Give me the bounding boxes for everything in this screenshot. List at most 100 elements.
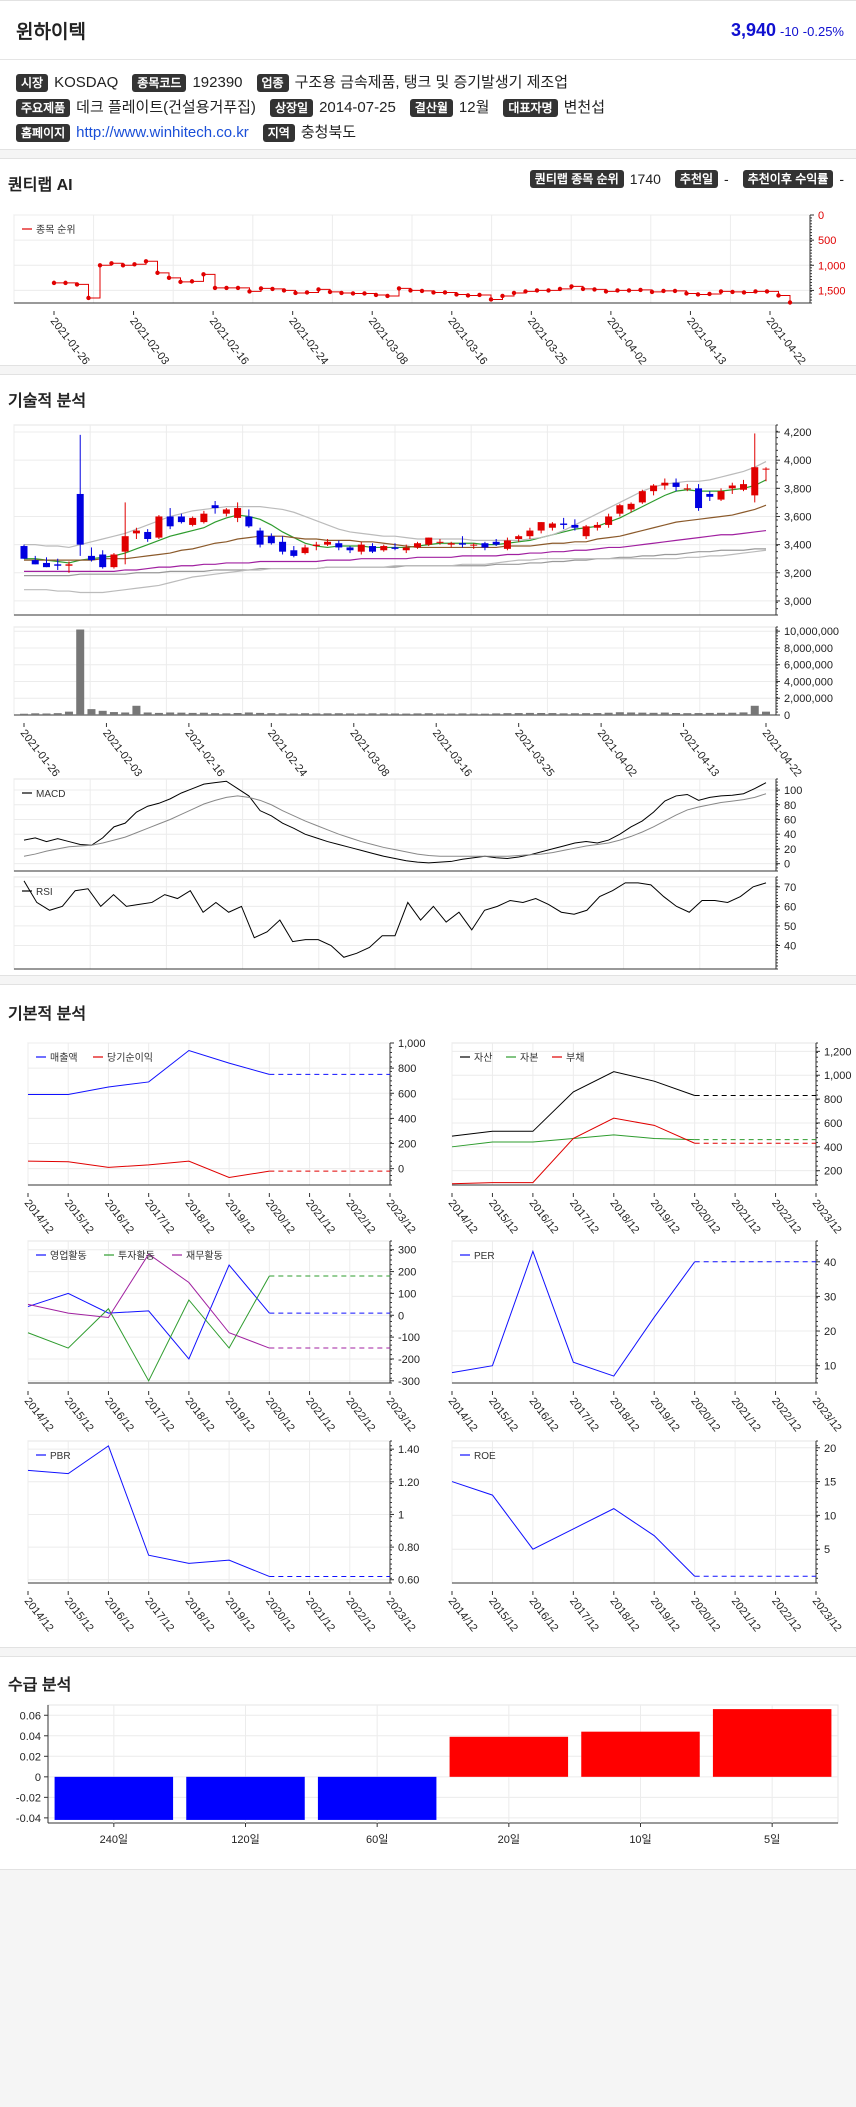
candle-body xyxy=(267,536,275,544)
candle-body xyxy=(256,530,264,545)
x-tick-label: 2019/12 xyxy=(223,1595,257,1634)
stock-price: 3,940 xyxy=(730,19,776,40)
y-tick-label: 200 xyxy=(824,1166,842,1178)
y-tick-label: 400 xyxy=(824,1142,842,1154)
volume-bar xyxy=(20,713,28,715)
volume-bar xyxy=(649,712,658,715)
supply-bar xyxy=(317,1776,437,1820)
x-tick-label: 2017/12 xyxy=(142,1395,176,1434)
rank-point xyxy=(132,262,137,267)
rank-point xyxy=(143,259,149,264)
x-tick-label: 2015/12 xyxy=(62,1595,96,1634)
x-tick-label: 2021-03-08 xyxy=(347,727,391,779)
candle-body xyxy=(312,544,320,547)
x-tick-label: 2015/12 xyxy=(486,1197,520,1236)
rank-point xyxy=(764,289,770,294)
cashflow-series-line xyxy=(27,1264,270,1360)
candle-body xyxy=(65,564,73,566)
rank-point xyxy=(258,286,264,291)
x-tick-label: 2021-02-16 xyxy=(183,727,227,779)
rank-point xyxy=(787,300,793,305)
y-tick-label: -200 xyxy=(398,1354,420,1366)
candle-body xyxy=(413,543,421,548)
rank-point xyxy=(327,289,333,295)
volume-bar xyxy=(705,712,714,715)
legend-label: 재무활동 xyxy=(186,1249,223,1262)
supply-bar xyxy=(581,1731,700,1777)
volume-bar xyxy=(469,713,478,715)
candle-body xyxy=(717,491,725,500)
technical-title: 기술적 분석 xyxy=(8,393,87,410)
x-tick-label: 2022/12 xyxy=(769,1395,803,1434)
candle-body xyxy=(200,513,208,523)
volume-bar xyxy=(143,712,152,715)
y-tick-label: 2,000,000 xyxy=(784,693,833,705)
y-tick-label: 30 xyxy=(824,1291,836,1303)
plot-area xyxy=(27,1440,391,1584)
rank-point xyxy=(224,285,229,291)
x-tick-label: 2017/12 xyxy=(567,1197,601,1236)
rank-point xyxy=(304,290,310,295)
x-tick-label: 2021-04-13 xyxy=(677,727,721,779)
rank-point xyxy=(201,272,206,277)
volume-bar xyxy=(492,713,501,715)
x-tick-label: 2014/12 xyxy=(446,1595,480,1634)
x-tick-label: 240일 xyxy=(100,1832,128,1846)
industry-value: 구조용 금속제품, 탱크 및 증기발생기 제조업 xyxy=(294,74,569,91)
candle-body xyxy=(76,493,84,545)
volume-bar xyxy=(222,713,231,715)
x-tick-label: 2021-04-13 xyxy=(684,315,728,367)
x-tick-label: 60일 xyxy=(366,1832,388,1846)
x-tick-label: 2021-03-25 xyxy=(512,727,556,779)
volume-bar xyxy=(548,713,557,715)
volume-bar xyxy=(582,713,591,715)
candle-body xyxy=(582,526,590,537)
x-tick-label: 2015/12 xyxy=(486,1595,520,1634)
x-tick-label: 2021-04-02 xyxy=(605,315,649,367)
x-tick-label: 2019/12 xyxy=(648,1197,682,1236)
volume-bar xyxy=(559,713,568,715)
x-tick-label: 2021/12 xyxy=(303,1395,337,1434)
volume-bar xyxy=(121,712,130,715)
candle-body xyxy=(222,509,230,514)
x-tick-label: 2022/12 xyxy=(769,1197,803,1236)
volume-bar xyxy=(188,712,197,715)
volume-bar xyxy=(256,712,265,715)
homepage-link[interactable]: http://www.winhitech.co.kr xyxy=(76,124,249,141)
product-value: 데크 플레이트(건설용거푸집) xyxy=(76,99,256,116)
volume-bar xyxy=(514,713,523,715)
volume-chart: 0 2,000,000 4,000,000 6,000,000 8,000,000 10,… xyxy=(13,626,839,779)
homepage-tag: 홈페이지 xyxy=(16,123,71,142)
volume-bar xyxy=(109,712,118,715)
x-tick-label: 2023/12 xyxy=(384,1197,418,1236)
rank-point xyxy=(500,293,505,299)
volume-bar xyxy=(638,712,647,715)
candle-body xyxy=(54,564,62,566)
y-tick-label: 20 xyxy=(824,1326,836,1338)
ceo-tag: 대표자명 xyxy=(503,98,558,117)
volume-bar xyxy=(98,710,107,715)
y-tick-label: -0.02 xyxy=(16,1792,41,1804)
candle-body xyxy=(638,491,646,503)
volume-bar xyxy=(525,712,534,715)
rank-point xyxy=(97,263,103,268)
rank-point xyxy=(189,279,195,284)
candle-body xyxy=(391,547,399,549)
market-tag: 시장 xyxy=(16,73,49,92)
y-tick-label: 0.02 xyxy=(20,1751,41,1763)
rank-point xyxy=(615,288,620,293)
x-tick-label: 2014/12 xyxy=(22,1395,56,1434)
candle-body xyxy=(470,544,478,546)
candle-body xyxy=(548,523,556,528)
volume-bar xyxy=(199,712,208,715)
rank-point xyxy=(316,287,321,292)
stock-header: 윈하이텍 3,940 -10 -0.25% xyxy=(0,1,856,59)
x-tick-label: 2020/12 xyxy=(263,1395,297,1434)
y-tick-label: -300 xyxy=(398,1376,420,1388)
roe-series-line xyxy=(451,1481,696,1577)
y-tick-label: 1 xyxy=(398,1509,404,1521)
candle-body xyxy=(402,547,410,551)
x-tick-label: 2017/12 xyxy=(142,1595,176,1634)
x-tick-label: 2014/12 xyxy=(446,1395,480,1434)
